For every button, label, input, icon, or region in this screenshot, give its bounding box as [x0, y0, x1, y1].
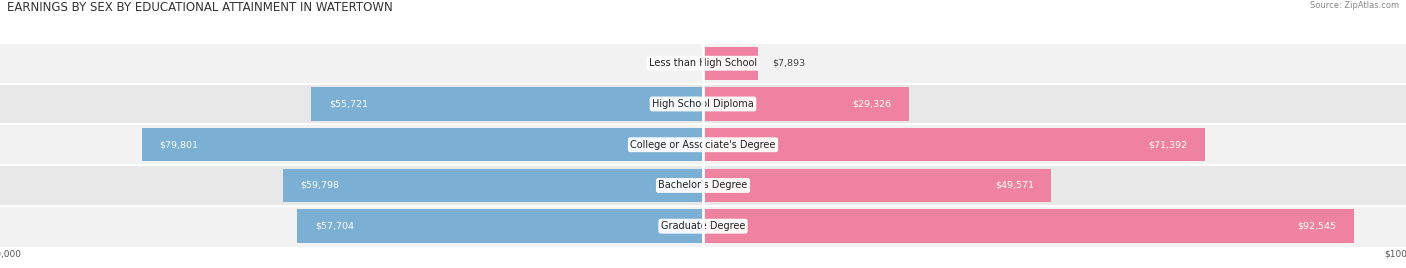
Text: College or Associate's Degree: College or Associate's Degree [630, 140, 776, 150]
Bar [0, 43, 1406, 84]
Text: $59,798: $59,798 [301, 181, 339, 190]
Bar [703, 47, 758, 80]
Bar [0, 124, 1406, 165]
Bar [703, 210, 1354, 243]
Text: $7,893: $7,893 [772, 59, 806, 68]
Bar [703, 87, 910, 121]
Bar [283, 169, 703, 202]
Bar [703, 169, 1052, 202]
Text: EARNINGS BY SEX BY EDUCATIONAL ATTAINMENT IN WATERTOWN: EARNINGS BY SEX BY EDUCATIONAL ATTAINMEN… [7, 1, 392, 14]
Text: $0: $0 [676, 59, 689, 68]
Text: $71,392: $71,392 [1149, 140, 1187, 149]
Bar [142, 128, 703, 161]
Text: High School Diploma: High School Diploma [652, 99, 754, 109]
Text: $49,571: $49,571 [995, 181, 1033, 190]
Bar [0, 165, 1406, 206]
Text: $55,721: $55,721 [329, 99, 368, 109]
Text: $29,326: $29,326 [852, 99, 891, 109]
Text: Source: ZipAtlas.com: Source: ZipAtlas.com [1310, 1, 1399, 10]
Text: Bachelor's Degree: Bachelor's Degree [658, 180, 748, 191]
Text: $57,704: $57,704 [315, 222, 354, 231]
Bar [297, 210, 703, 243]
Text: Less than High School: Less than High School [650, 58, 756, 68]
Bar [0, 206, 1406, 247]
Text: $92,545: $92,545 [1296, 222, 1336, 231]
Bar [311, 87, 703, 121]
Text: $79,801: $79,801 [159, 140, 198, 149]
Bar [703, 128, 1205, 161]
Bar [0, 84, 1406, 124]
Text: Graduate Degree: Graduate Degree [661, 221, 745, 231]
